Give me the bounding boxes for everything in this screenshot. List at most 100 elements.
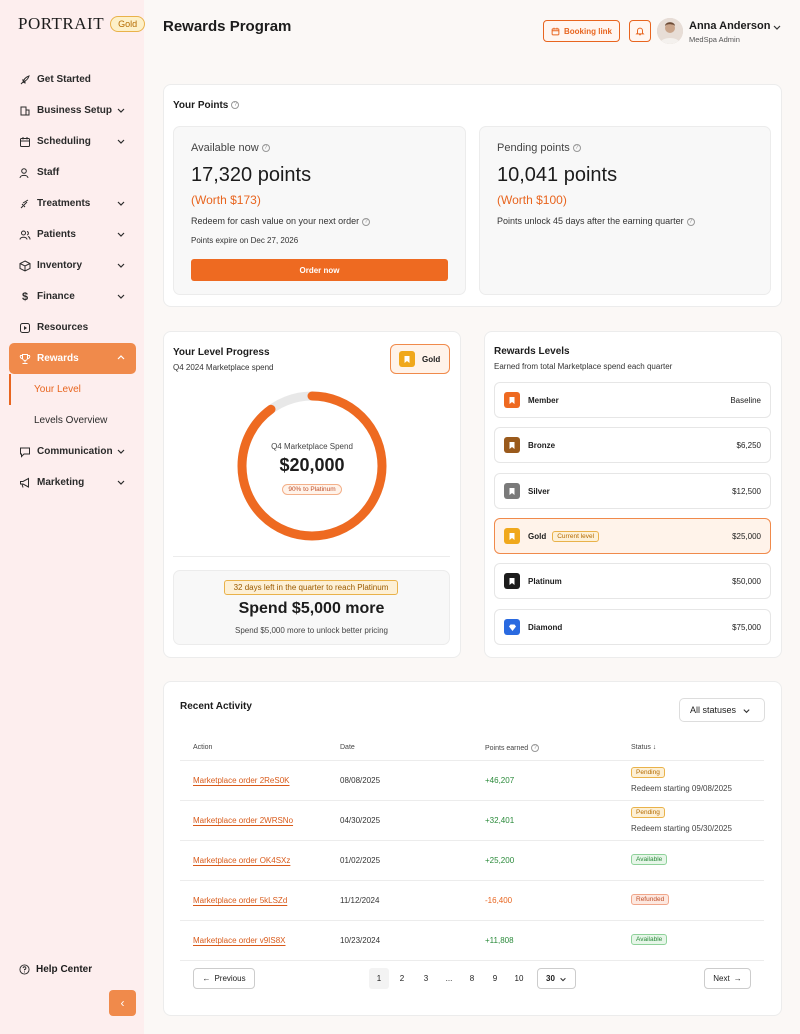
chevron-down-icon <box>117 139 125 144</box>
info-icon[interactable]: ? <box>231 101 240 110</box>
activity-points: +32,401 <box>485 816 515 825</box>
available-label-text: Available now <box>191 142 259 154</box>
collapse-sidebar-button[interactable]: ‹ <box>109 990 136 1016</box>
available-note-text: Redeem for cash value on your next order <box>191 216 360 226</box>
row-divider <box>180 840 764 841</box>
help-icon <box>19 964 30 975</box>
activity-action-link[interactable]: Marketplace order v9IS8X <box>193 936 286 945</box>
page-number[interactable]: 10 <box>514 974 524 983</box>
redeem-date: Redeem starting 09/08/2025 <box>631 784 732 793</box>
sidebar-subitem-levels-overview[interactable]: Levels Overview <box>34 415 108 426</box>
sidebar-item-label: Patients <box>37 229 76 240</box>
divider <box>173 556 450 557</box>
chevron-down-icon[interactable] <box>772 22 782 32</box>
sidebar-item-rewards[interactable]: Rewards <box>9 343 136 374</box>
booking-link-button[interactable]: Booking link <box>543 20 620 42</box>
page-number[interactable]: 2 <box>399 974 405 983</box>
brand-logo[interactable]: PORTRAIT <box>18 14 105 33</box>
rocket-icon <box>19 74 31 86</box>
calendar-icon <box>19 136 31 148</box>
level-row-silver[interactable]: Silver $12,500 <box>494 473 771 509</box>
sidebar-item-finance[interactable]: $ Finance <box>9 281 136 312</box>
info-icon[interactable]: ? <box>261 144 270 153</box>
available-label: Available now? <box>191 142 270 154</box>
level-row-bronze[interactable]: Bronze $6,250 <box>494 427 771 463</box>
sidebar-item-patients[interactable]: Patients <box>9 219 136 250</box>
level-amount: $75,000 <box>732 622 761 632</box>
status-filter-select[interactable]: All statuses <box>679 698 765 722</box>
sidebar-item-staff[interactable]: Staff <box>9 157 136 188</box>
spend-more-note: Spend $5,000 more to unlock better prici… <box>235 626 388 635</box>
previous-label: Previous <box>214 974 246 983</box>
activity-action-link[interactable]: Marketplace order 2WRSNo <box>193 816 294 825</box>
info-icon[interactable]: ? <box>686 217 695 226</box>
page-number[interactable]: 3 <box>423 974 429 983</box>
current-level-tag: Current level <box>552 530 600 542</box>
activity-points: +46,207 <box>485 776 515 785</box>
level-name: Platinum <box>528 576 562 586</box>
level-row-member[interactable]: Member Baseline <box>494 382 771 418</box>
sidebar-item-marketing[interactable]: Marketing <box>9 467 136 498</box>
sidebar-subitem-your-level[interactable]: Your Level <box>9 374 136 405</box>
level-row-diamond[interactable]: Diamond $75,000 <box>494 609 771 645</box>
sidebar-item-treatments[interactable]: Treatments <box>9 188 136 219</box>
bookmark-icon <box>504 483 520 499</box>
your-points-title-text: Your Points <box>173 100 229 111</box>
column-header-points: Points earned? <box>485 744 540 752</box>
activity-date: 04/30/2025 <box>340 816 381 825</box>
sidebar-item-scheduling[interactable]: Scheduling <box>9 126 136 157</box>
chevron-down-icon <box>117 449 125 454</box>
per-page-select[interactable]: 30 <box>537 968 576 989</box>
next-label: Next <box>713 974 730 983</box>
activity-action-link[interactable]: Marketplace order 5kLSZd <box>193 896 288 905</box>
page-number[interactable]: 8 <box>469 974 475 983</box>
level-amount: $50,000 <box>732 576 761 586</box>
chevron-down-icon <box>117 108 125 113</box>
spend-more-title: Spend $5,000 more <box>238 600 385 617</box>
level-name: Diamond <box>528 622 563 632</box>
row-divider <box>180 800 764 801</box>
notifications-button[interactable] <box>629 20 651 42</box>
sidebar-nav: Get Started Business Setup Scheduling St… <box>9 64 136 498</box>
activity-action-link[interactable]: Marketplace order 2ReS0K <box>193 776 290 785</box>
per-page-value: 30 <box>546 974 555 983</box>
level-name: Member <box>528 395 559 405</box>
page-ellipsis: ... <box>445 974 453 983</box>
order-now-button[interactable]: Order now <box>191 259 448 281</box>
page-number[interactable]: 1 <box>369 968 389 989</box>
syringe-icon <box>19 198 31 210</box>
activity-action-link[interactable]: Marketplace order OK4SXz <box>193 856 291 865</box>
trophy-icon <box>19 353 31 365</box>
activity-points: +25,200 <box>485 856 515 865</box>
info-icon[interactable]: ? <box>362 217 371 226</box>
help-center-link[interactable]: Help Center <box>19 964 92 975</box>
status-badge: Pending <box>631 767 665 778</box>
sidebar-item-business-setup[interactable]: Business Setup <box>9 95 136 126</box>
next-page-button[interactable]: Next → <box>704 968 751 989</box>
sidebar-item-get-started[interactable]: Get Started <box>9 64 136 95</box>
level-amount: $12,500 <box>732 486 761 496</box>
sidebar-item-label: Rewards <box>37 353 79 364</box>
sidebar-item-label: Get Started <box>37 74 91 85</box>
sidebar-item-resources[interactable]: Resources <box>9 312 136 343</box>
chevron-down-icon <box>117 480 125 485</box>
pending-note-text: Points unlock 45 days after the earning … <box>497 216 684 226</box>
sidebar-item-communication[interactable]: Communication <box>9 436 136 467</box>
column-header-points-text: Points earned <box>485 744 529 752</box>
rewards-levels-title: Rewards Levels <box>494 346 570 357</box>
level-row-platinum[interactable]: Platinum $50,000 <box>494 563 771 599</box>
level-row-gold[interactable]: Gold Current level $25,000 <box>494 518 771 554</box>
activity-date: 11/12/2024 <box>340 896 380 905</box>
sidebar-item-inventory[interactable]: Inventory <box>9 250 136 281</box>
previous-page-button[interactable]: ← Previous <box>193 968 255 989</box>
info-icon[interactable]: ? <box>572 144 581 153</box>
info-icon[interactable]: ? <box>531 744 540 752</box>
days-left-pill: 32 days left in the quarter to reach Pla… <box>224 580 398 595</box>
bookmark-icon <box>504 437 520 453</box>
status-badge: Refunded <box>631 894 670 905</box>
avatar[interactable] <box>657 18 683 44</box>
column-header-status[interactable]: Status ↓ <box>631 744 657 751</box>
page-number[interactable]: 9 <box>492 974 498 983</box>
points-expire: Points expire on Dec 27, 2026 <box>191 236 299 245</box>
chevron-down-icon <box>117 201 125 206</box>
